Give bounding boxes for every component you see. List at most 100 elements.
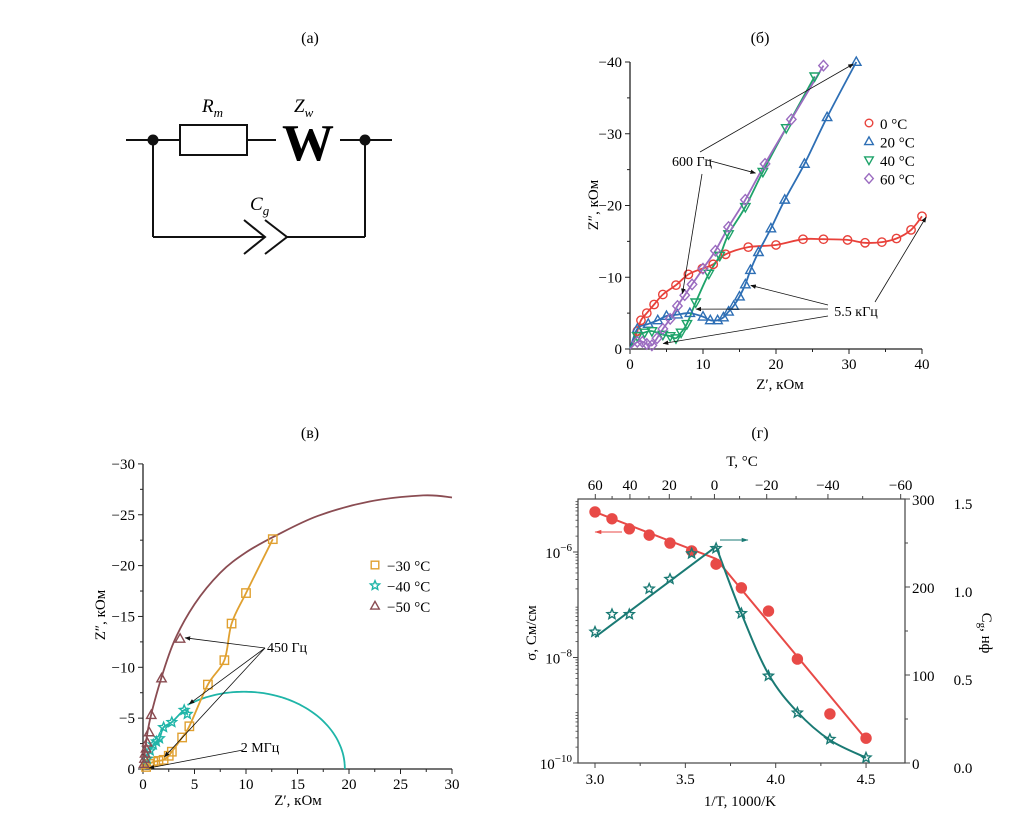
panel-v-x-tick-label: 25 — [393, 777, 408, 793]
data-point — [717, 311, 730, 322]
panel-b-label: (б) — [751, 30, 770, 47]
panel-g-right-axis-label: Cg, нф — [976, 613, 994, 654]
data-point — [720, 249, 731, 260]
legend-marker — [369, 599, 381, 610]
warburg-element-symbol: W — [282, 115, 334, 172]
sigma-data-point — [606, 513, 618, 525]
panel-v-label: (в) — [301, 425, 319, 442]
annotation-arrow — [874, 216, 927, 303]
data-point — [641, 308, 652, 319]
data-point — [664, 312, 676, 326]
panel-g-nf-tick-label: 0.0 — [954, 761, 973, 777]
panel-g-right-tick-label: 300 — [912, 493, 935, 509]
fit-semicircle-minus40 — [187, 690, 346, 770]
resistor-label: Rm — [201, 96, 223, 120]
cg-data-point — [684, 546, 699, 560]
data-point — [157, 720, 171, 733]
annotation-arrow — [699, 63, 854, 153]
data-point — [697, 262, 709, 275]
annotation-arrow — [662, 315, 829, 345]
data-point — [709, 244, 722, 257]
panel-g-label: (г) — [751, 425, 768, 442]
sigma-data-point — [860, 732, 872, 744]
panel-v-y-tick-label: −20 — [112, 559, 135, 575]
data-point — [713, 251, 726, 263]
data-point — [226, 618, 237, 629]
annotation-label: 450 Гц — [267, 641, 308, 656]
cg-data-point — [588, 624, 602, 638]
legend-marker — [368, 578, 382, 591]
capacitor-label: Cg — [250, 194, 270, 218]
panel-g-top-tick-label: 60 — [588, 478, 603, 494]
panel-b-y-tick-label: −10 — [599, 270, 622, 286]
data-point — [798, 234, 808, 245]
series-line-1 — [629, 61, 858, 350]
data-point — [651, 331, 663, 345]
data-point — [722, 305, 735, 316]
data-point — [155, 672, 168, 683]
data-point — [821, 110, 833, 122]
data-point — [686, 278, 698, 291]
panel-b-y-tick-label: 0 — [615, 342, 623, 358]
data-point — [636, 315, 646, 326]
data-point — [739, 277, 752, 289]
sigma-data-point — [824, 708, 836, 720]
cg-data-point — [734, 606, 749, 620]
panel-v-chart: (в) 0 5 10 15 20 25 30 0 −5 −10 −15 −20 −25 −30 450 Г… — [93, 425, 460, 809]
panel-v-y-tick-label: −15 — [112, 609, 135, 625]
data-point — [739, 193, 751, 207]
data-point — [145, 708, 158, 720]
panel-g-nf-tick-label: 1.0 — [954, 585, 973, 601]
panel-g-x-tick-label: 4.5 — [857, 772, 876, 788]
panel-g-plot-frame — [577, 498, 906, 764]
data-point — [138, 752, 151, 763]
data-point — [808, 72, 821, 83]
panel-b-legend: 0 °C 20 °C 40 °C 60 °C — [863, 117, 915, 189]
cg-data-point — [709, 541, 723, 555]
panel-g-right-tick-label: 200 — [912, 581, 935, 597]
panel-g-y-tick-label: 10−8 — [545, 648, 572, 668]
data-point — [722, 220, 735, 234]
legend-label: 0 °C — [880, 117, 907, 133]
data-point — [689, 298, 702, 309]
data-point — [140, 742, 152, 753]
data-point — [756, 167, 769, 179]
series-line-minus30 — [142, 538, 274, 770]
sigma-data-point — [589, 506, 601, 518]
data-point — [671, 299, 684, 313]
data-point — [671, 280, 681, 291]
annotation-label: 600 Гц — [672, 155, 713, 170]
data-point — [177, 732, 188, 743]
cg-data-point — [823, 732, 837, 745]
panel-g-x-tick-label: 4.0 — [766, 772, 785, 788]
legend-marker — [863, 156, 875, 167]
panel-v-x-axis-label: Z′, кОм — [274, 793, 322, 809]
data-point — [138, 757, 150, 768]
series-line-3 — [629, 65, 825, 350]
exponent: −8 — [560, 648, 572, 660]
panel-v-y-tick-label: −25 — [112, 508, 135, 524]
fit-curve-minus50 — [142, 494, 453, 770]
node-dot-left — [147, 134, 159, 146]
data-point — [670, 334, 682, 345]
data-point — [842, 235, 853, 245]
sigma-data-point — [664, 537, 676, 549]
annotation-label: 2 МГц — [241, 741, 280, 756]
data-point — [143, 725, 156, 737]
data-point — [733, 290, 746, 301]
panel-v-legend: −30 °C −40 °C −50 °C — [368, 559, 430, 616]
data-point — [149, 734, 163, 748]
data-point — [631, 332, 644, 343]
panel-g-top-axis-label: T, °C — [726, 454, 758, 470]
data-point — [702, 269, 715, 281]
annotation-arrow — [188, 647, 266, 705]
annotation-arrow — [681, 173, 703, 295]
sigma-data-point — [791, 653, 804, 665]
legend-marker — [863, 135, 875, 146]
data-point — [657, 322, 669, 336]
exponent: −10 — [555, 753, 573, 765]
legend-label: 60 °C — [880, 173, 915, 189]
data-point — [850, 55, 863, 67]
data-point — [638, 328, 651, 339]
data-point — [860, 237, 870, 248]
